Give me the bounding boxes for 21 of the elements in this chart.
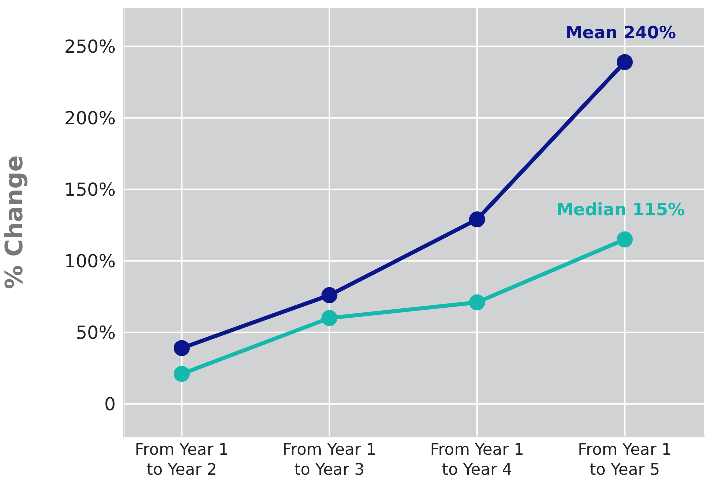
y-axis-title: % Change [0,156,29,290]
annotation: Mean 240% [566,23,676,44]
point [174,340,190,356]
y-tick-label: 50% [76,323,116,344]
y-tick-label: 100% [64,252,116,272]
y-tick-label: 0 [104,394,116,416]
y-tick-label: 150% [64,180,116,201]
point [174,366,190,382]
point [617,54,633,70]
x-tick-label: From Year 1 to Year 2 [135,440,229,479]
y-tick-label: 250% [64,37,116,58]
x-tick-label: From Year 1 to Year 4 [430,440,524,479]
x-tick-label: From Year 1 to Year 3 [282,440,377,479]
point [469,212,486,228]
y-tick-label: 200% [64,108,116,130]
point [617,232,633,248]
annotation: Median 115% [556,200,686,221]
point [322,287,338,304]
x-tick-label: From Year 1 to Year 5 [578,440,672,479]
point [469,294,486,311]
point [322,310,338,326]
